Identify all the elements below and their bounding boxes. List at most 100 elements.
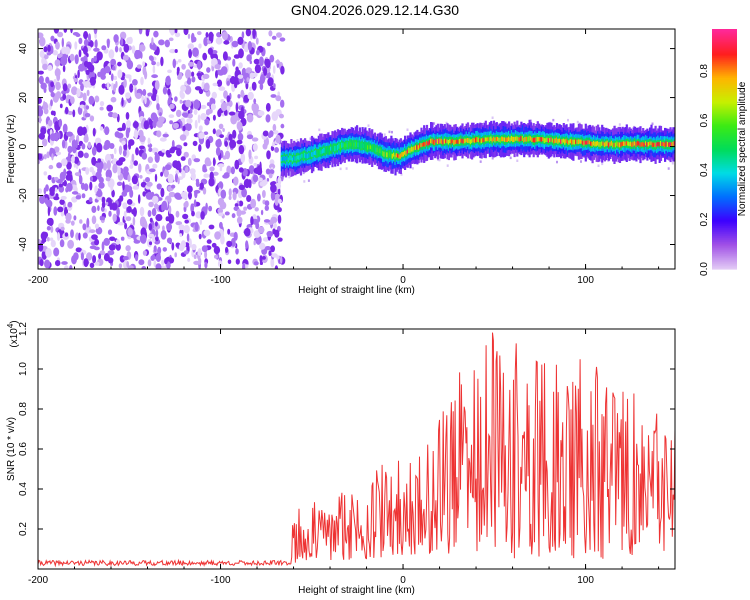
ridge-cell <box>375 147 378 152</box>
ridge-cell <box>540 137 543 142</box>
ridge-cell <box>473 138 476 143</box>
colorbar-cell <box>712 149 737 152</box>
noise-speckle <box>154 173 158 182</box>
colorbar-cell <box>712 229 737 232</box>
ridge-cell <box>594 141 597 147</box>
noise-speckle <box>266 150 271 160</box>
ridge-cell <box>405 150 408 156</box>
noise-speckle <box>106 104 113 112</box>
noise-speckle <box>147 156 154 164</box>
noise-speckle <box>196 72 202 77</box>
noise-speckle <box>45 184 49 192</box>
x-tick-label: 100 <box>577 575 594 586</box>
ridge-cell <box>397 153 400 158</box>
noise-speckle <box>161 259 165 266</box>
noise-speckle <box>156 103 160 111</box>
ridge-cell <box>598 142 601 147</box>
ridge-cell <box>315 150 318 156</box>
noise-speckle <box>97 160 104 171</box>
noise-speckle <box>166 237 173 244</box>
noise-speckle <box>186 185 193 193</box>
ridge-cell <box>423 142 426 147</box>
noise-speckle <box>85 167 90 175</box>
noise-speckle <box>116 207 120 217</box>
noise-speckle <box>39 259 44 267</box>
x-tick-label: 100 <box>577 275 594 286</box>
noise-speckle <box>152 235 156 243</box>
noise-speckle <box>168 191 176 198</box>
noise-speckle <box>232 129 237 139</box>
noise-speckle <box>128 141 132 150</box>
colorbar-cell <box>712 209 737 212</box>
noise-speckle <box>63 29 68 33</box>
noise-speckle <box>265 58 271 69</box>
noise-speckle <box>191 71 195 77</box>
noise-speckle <box>170 146 178 151</box>
noise-speckle <box>60 195 67 200</box>
x-tick-label: 0 <box>400 275 406 286</box>
noise-speckle <box>151 195 159 204</box>
noise-speckle <box>270 216 278 224</box>
noise-speckle <box>108 49 115 59</box>
noise-speckle <box>238 200 244 207</box>
noise-speckle <box>143 219 148 227</box>
noise-speckle <box>106 82 110 90</box>
noise-speckle <box>39 50 45 58</box>
colorbar-cell <box>712 249 737 252</box>
noise-speckle <box>60 226 65 231</box>
noise-speckle <box>136 64 142 69</box>
ridge-cell <box>529 136 533 141</box>
colorbar-cell <box>712 41 737 44</box>
ridge-cell <box>654 142 657 148</box>
colorbar-cell <box>712 221 737 224</box>
noise-speckle <box>169 48 177 54</box>
noise-speckle <box>61 158 68 167</box>
colorbar-cell <box>712 91 737 94</box>
noise-speckle <box>193 109 198 115</box>
noise-speckle <box>179 134 187 141</box>
noise-speckle <box>64 46 71 55</box>
noise-speckle <box>73 77 78 83</box>
noise-speckle <box>71 86 78 96</box>
colorbar-cell <box>712 99 737 102</box>
noise-speckle <box>43 46 48 53</box>
noise-speckle <box>114 131 120 138</box>
ridge-cell <box>657 141 660 146</box>
y-tick-label: 0 <box>18 143 29 149</box>
ridge-cell <box>331 146 334 152</box>
noise-speckle <box>173 122 179 129</box>
x-axis-label: Height of straight line (km) <box>298 285 415 296</box>
noise-speckle <box>121 191 128 197</box>
noise-speckle <box>62 65 66 73</box>
noise-speckle <box>127 174 131 182</box>
noise-speckle <box>237 132 244 142</box>
noise-speckle <box>123 166 129 174</box>
noise-speckle <box>176 148 182 157</box>
noise-speckle <box>83 30 89 40</box>
noise-speckle <box>269 163 276 170</box>
noise-speckle <box>214 254 218 259</box>
ridge-cell <box>536 136 539 142</box>
noise-speckle <box>147 210 152 217</box>
colorbar-cell <box>712 51 737 54</box>
noise-speckle <box>62 123 68 134</box>
noise-speckle <box>78 63 85 72</box>
noise-speckle <box>124 74 132 79</box>
noise-speckle <box>132 185 139 190</box>
noise-speckle <box>245 264 249 268</box>
noise-speckle <box>226 95 231 103</box>
noise-speckle <box>99 215 103 221</box>
noise-speckle <box>97 71 102 78</box>
colorbar-cell <box>712 253 737 256</box>
noise-speckle <box>131 153 135 163</box>
noise-speckle <box>156 225 161 229</box>
noise-speckle <box>160 265 167 269</box>
ridge-cell <box>372 146 375 151</box>
noise-speckle <box>118 84 125 95</box>
noise-speckle <box>185 166 189 173</box>
noise-speckle <box>43 86 47 93</box>
ridge-cell <box>601 141 604 146</box>
noise-speckle <box>66 131 73 137</box>
noise-speckle <box>215 70 218 79</box>
colorbar-cell <box>712 223 737 226</box>
